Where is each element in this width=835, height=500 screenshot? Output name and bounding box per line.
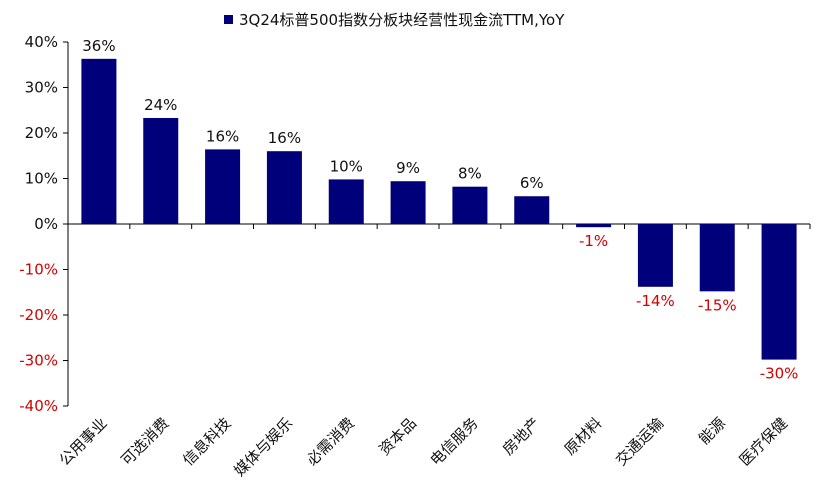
data-label: 10% bbox=[330, 157, 363, 175]
y-tick-label: -10% bbox=[19, 261, 58, 279]
y-tick-label: 20% bbox=[25, 124, 58, 142]
category-label: 医疗保健 bbox=[736, 414, 791, 469]
y-tick-label: 0% bbox=[34, 215, 58, 233]
y-tick-label: 40% bbox=[25, 33, 58, 51]
category-label: 房地产 bbox=[499, 414, 544, 459]
bar bbox=[266, 151, 302, 224]
bar bbox=[205, 149, 241, 224]
y-tick-label: -30% bbox=[19, 352, 58, 370]
data-label: 36% bbox=[82, 37, 115, 55]
data-label: -1% bbox=[579, 232, 608, 250]
bar bbox=[452, 186, 488, 224]
data-labels: 36% 24% 16% 16% 10% 9% 8% 6% -1% -14% -15% -30% bbox=[82, 37, 798, 383]
category-label: 可选消费 bbox=[117, 414, 172, 469]
data-label: 16% bbox=[268, 129, 301, 147]
category-label: 能源 bbox=[695, 414, 729, 448]
category-label: 原材料 bbox=[561, 414, 606, 459]
y-tick-label: 30% bbox=[25, 79, 58, 97]
category-label: 资本品 bbox=[375, 414, 420, 459]
data-label: -15% bbox=[698, 296, 737, 314]
data-label: 16% bbox=[206, 127, 239, 145]
category-label: 媒体与娱乐 bbox=[230, 414, 296, 480]
data-label: 9% bbox=[396, 159, 420, 177]
data-label: -14% bbox=[636, 292, 675, 310]
legend: 3Q24标普500指数分板块经营性现金流TTM,YoY bbox=[224, 11, 565, 29]
legend-label: 3Q24标普500指数分板块经营性现金流TTM,YoY bbox=[239, 11, 565, 29]
category-label: 公用事业 bbox=[56, 414, 111, 469]
bar bbox=[81, 58, 117, 225]
bar bbox=[761, 224, 797, 360]
category-label: 信息科技 bbox=[179, 414, 234, 469]
bar bbox=[637, 224, 673, 287]
bar bbox=[514, 196, 550, 224]
y-tick-label: -40% bbox=[19, 397, 58, 415]
data-label: -30% bbox=[760, 365, 799, 383]
category-label: 必需消费 bbox=[303, 414, 358, 469]
bar bbox=[328, 179, 364, 224]
data-label: 6% bbox=[520, 174, 544, 192]
category-label: 电信服务 bbox=[427, 414, 482, 469]
y-tick-label: -20% bbox=[19, 306, 58, 324]
data-label: 24% bbox=[144, 96, 177, 114]
legend-swatch bbox=[224, 15, 233, 24]
bar bbox=[576, 224, 612, 228]
axes: 40% 30% 20% 10% 0% -10% -20% -30% -40% bbox=[19, 33, 811, 415]
data-label: 8% bbox=[458, 165, 482, 183]
bar bbox=[390, 181, 426, 224]
bar bbox=[143, 117, 179, 224]
bars bbox=[81, 58, 797, 360]
y-tick-label: 10% bbox=[25, 170, 58, 188]
category-label: 交通运输 bbox=[612, 414, 667, 469]
bar bbox=[699, 224, 735, 292]
